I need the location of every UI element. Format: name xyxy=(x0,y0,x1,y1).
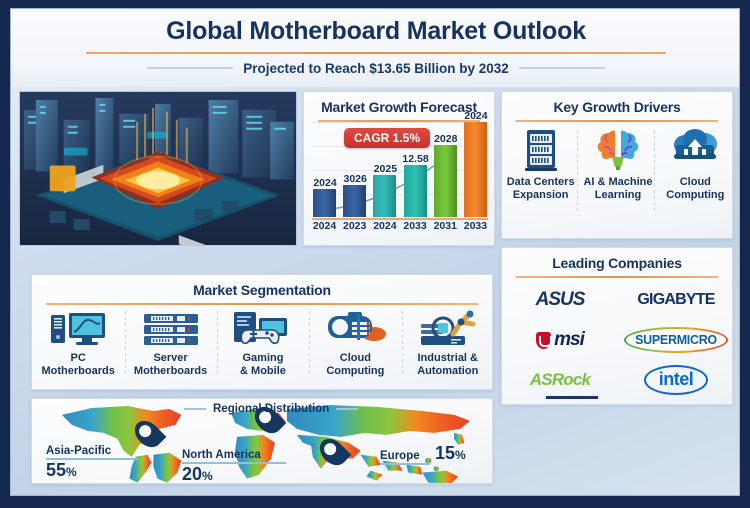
server-rack-icon xyxy=(506,126,576,172)
bar-4 xyxy=(433,145,457,217)
bar-value-label: 2028 xyxy=(434,133,458,145)
region-north-america: North America 20% xyxy=(182,449,292,484)
bar-item: 2024 xyxy=(312,122,337,217)
segment-server-motherboards: Server Motherboards xyxy=(124,309,214,378)
logo-msi-text: msi xyxy=(554,329,585,350)
bar-value-label: 12.58 xyxy=(402,153,429,165)
bar-value-label: 2025 xyxy=(373,163,398,175)
logo-intel: intel xyxy=(643,365,709,395)
page-subtitle: Projected to Reach $13.65 Billion by 203… xyxy=(243,60,509,76)
circuit-city-skyline xyxy=(20,92,296,245)
logo-asrock: ASRock xyxy=(529,370,591,389)
segmentation-title: Market Segmentation xyxy=(193,282,331,298)
x-tick: 2033 xyxy=(403,220,427,232)
bar-3 xyxy=(403,165,427,217)
driver-ai-ml: AI & Machine Learning xyxy=(576,126,653,215)
bar-item: 2025 xyxy=(372,122,397,217)
regional-title: Regional Distribution xyxy=(213,403,330,415)
x-tick: 2024 xyxy=(373,220,397,232)
segment-label: PC Motherboards xyxy=(41,352,115,377)
logo-msi: msi xyxy=(536,329,585,351)
bar-item: 2024 xyxy=(463,110,488,217)
server-stack-icon xyxy=(128,309,214,349)
page-title: Global Motherboard Market Outlook xyxy=(166,17,586,45)
infographic-poster: Global Motherboard Market Outlook Projec… xyxy=(10,8,740,496)
region-asia-pacific: Asia-Pacific 55% xyxy=(46,445,142,481)
segment-label: Cloud Computing xyxy=(326,352,385,377)
x-tick: 2023 xyxy=(343,220,367,232)
brain-icon xyxy=(583,126,653,172)
driver-label: AI & Machine Learning xyxy=(583,176,653,201)
bar-item: 12.58 xyxy=(402,122,429,217)
cagr-badge: CAGR 1.5% xyxy=(344,128,431,148)
segment-cloud-computing: Cloud Computing xyxy=(309,309,398,378)
region-value: 15% xyxy=(435,443,466,463)
cloud-icon xyxy=(660,126,730,172)
asrock-underline xyxy=(546,396,598,399)
logo-gigabyte: GIGABYTE xyxy=(637,291,715,308)
segment-industrial-automation: Industrial & Automation xyxy=(401,309,491,378)
chart-title-divider xyxy=(318,120,480,122)
bar-item: 3026 xyxy=(342,122,367,217)
logo-supermicro: SUPERMICRO xyxy=(624,327,728,353)
subtitle-line-right xyxy=(518,67,605,70)
region-value: 20% xyxy=(182,464,213,484)
bar-1 xyxy=(343,185,367,217)
x-tick: 2033 xyxy=(463,220,488,232)
subtitle-line-left xyxy=(147,67,234,70)
region-underline xyxy=(380,463,430,465)
x-tick: 2031 xyxy=(433,220,457,232)
map-title-line-left xyxy=(184,408,206,410)
region-name: North America xyxy=(182,449,261,461)
chart-title: Market Growth Forecast xyxy=(321,99,477,115)
segment-label: Server Motherboards xyxy=(133,352,208,377)
map-title-line-right xyxy=(336,408,359,410)
desktop-pc-icon xyxy=(35,309,121,349)
region-value: 55% xyxy=(46,460,77,480)
companies-title-divider xyxy=(516,276,718,278)
bar-series: 2024 3026 2025 12.58 2028 xyxy=(312,110,488,217)
leading-companies-card: Leading Companies ASUS GIGABYTE msi SUPE… xyxy=(501,247,733,405)
bar-5 xyxy=(463,122,487,217)
region-europe: Europe 15% xyxy=(380,443,484,465)
drivers-title: Key Growth Drivers xyxy=(553,99,681,115)
companies-title: Leading Companies xyxy=(552,255,682,271)
header-divider xyxy=(86,51,666,54)
market-segmentation-card: Market Segmentation xyxy=(31,274,493,390)
driver-cloud: Cloud Computing xyxy=(654,126,730,215)
bar-value-label: 3026 xyxy=(343,173,367,185)
msi-shield-icon xyxy=(536,331,553,349)
segment-pc-motherboards: PC Motherboards xyxy=(35,309,121,377)
driver-label: Data Centers Expansion xyxy=(506,176,575,201)
x-tick: 2024 xyxy=(312,220,337,232)
key-growth-drivers-card: Key Growth Drivers xyxy=(501,91,733,239)
bar-2 xyxy=(373,175,397,217)
segment-label: Industrial & Automation xyxy=(417,352,479,377)
segment-gaming-mobile: Gaming & Mobile xyxy=(216,309,306,378)
drivers-title-divider xyxy=(516,120,718,122)
cloud-server-icon xyxy=(312,309,398,349)
x-axis-labels: 2024 2023 2024 2033 2031 2033 xyxy=(312,220,488,232)
region-name: Asia-Pacific xyxy=(46,445,112,457)
region-underline xyxy=(182,462,286,464)
regional-title-group: Regional Distribution xyxy=(184,403,359,415)
gamepad-icon xyxy=(220,309,306,349)
driver-label: Cloud Computing xyxy=(666,176,725,201)
region-name: Europe xyxy=(380,450,420,462)
logo-asus: ASUS xyxy=(535,289,586,310)
region-underline xyxy=(46,458,138,460)
bar-0 xyxy=(313,189,336,217)
regional-distribution-card: Regional Distribution Asia-Pacific 55% N… xyxy=(31,398,493,484)
segmentation-title-divider xyxy=(46,303,478,305)
x-axis-line xyxy=(312,218,488,220)
bar-value-label: 2024 xyxy=(313,177,337,189)
poster-header: Global Motherboard Market Outlook Projec… xyxy=(11,9,739,87)
bar-value-label: 2024 xyxy=(464,110,488,122)
segment-label: Gaming & Mobile xyxy=(240,352,286,377)
driver-data-centers: Data Centers Expansion xyxy=(506,126,576,201)
market-growth-forecast-card: Market Growth Forecast 2024 3026 xyxy=(303,91,495,246)
hero-motherboard-image xyxy=(19,91,297,246)
robot-arm-icon xyxy=(405,309,491,349)
bar-item: 2028 xyxy=(433,122,458,217)
